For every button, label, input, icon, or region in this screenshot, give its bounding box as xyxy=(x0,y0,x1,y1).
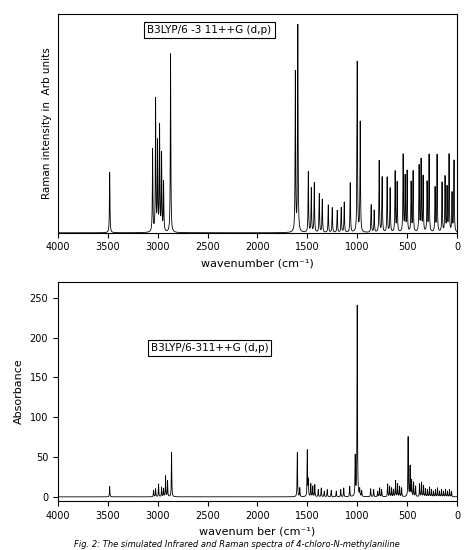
X-axis label: wavenumber (cm⁻¹): wavenumber (cm⁻¹) xyxy=(201,258,314,268)
Text: B3LYP/6 -3 11++G (d,p): B3LYP/6 -3 11++G (d,p) xyxy=(147,25,272,35)
Y-axis label: Absorbance: Absorbance xyxy=(14,359,24,424)
Text: Fig. 2: The simulated Infrared and Raman spectra of 4-chloro-N-methylaniline: Fig. 2: The simulated Infrared and Raman… xyxy=(74,540,400,549)
Y-axis label: Raman intensity in  Arb units: Raman intensity in Arb units xyxy=(42,47,52,199)
Text: B3LYP/6-311++G (d,p): B3LYP/6-311++G (d,p) xyxy=(151,343,268,353)
X-axis label: wavenum ber (cm⁻¹): wavenum ber (cm⁻¹) xyxy=(199,526,316,536)
